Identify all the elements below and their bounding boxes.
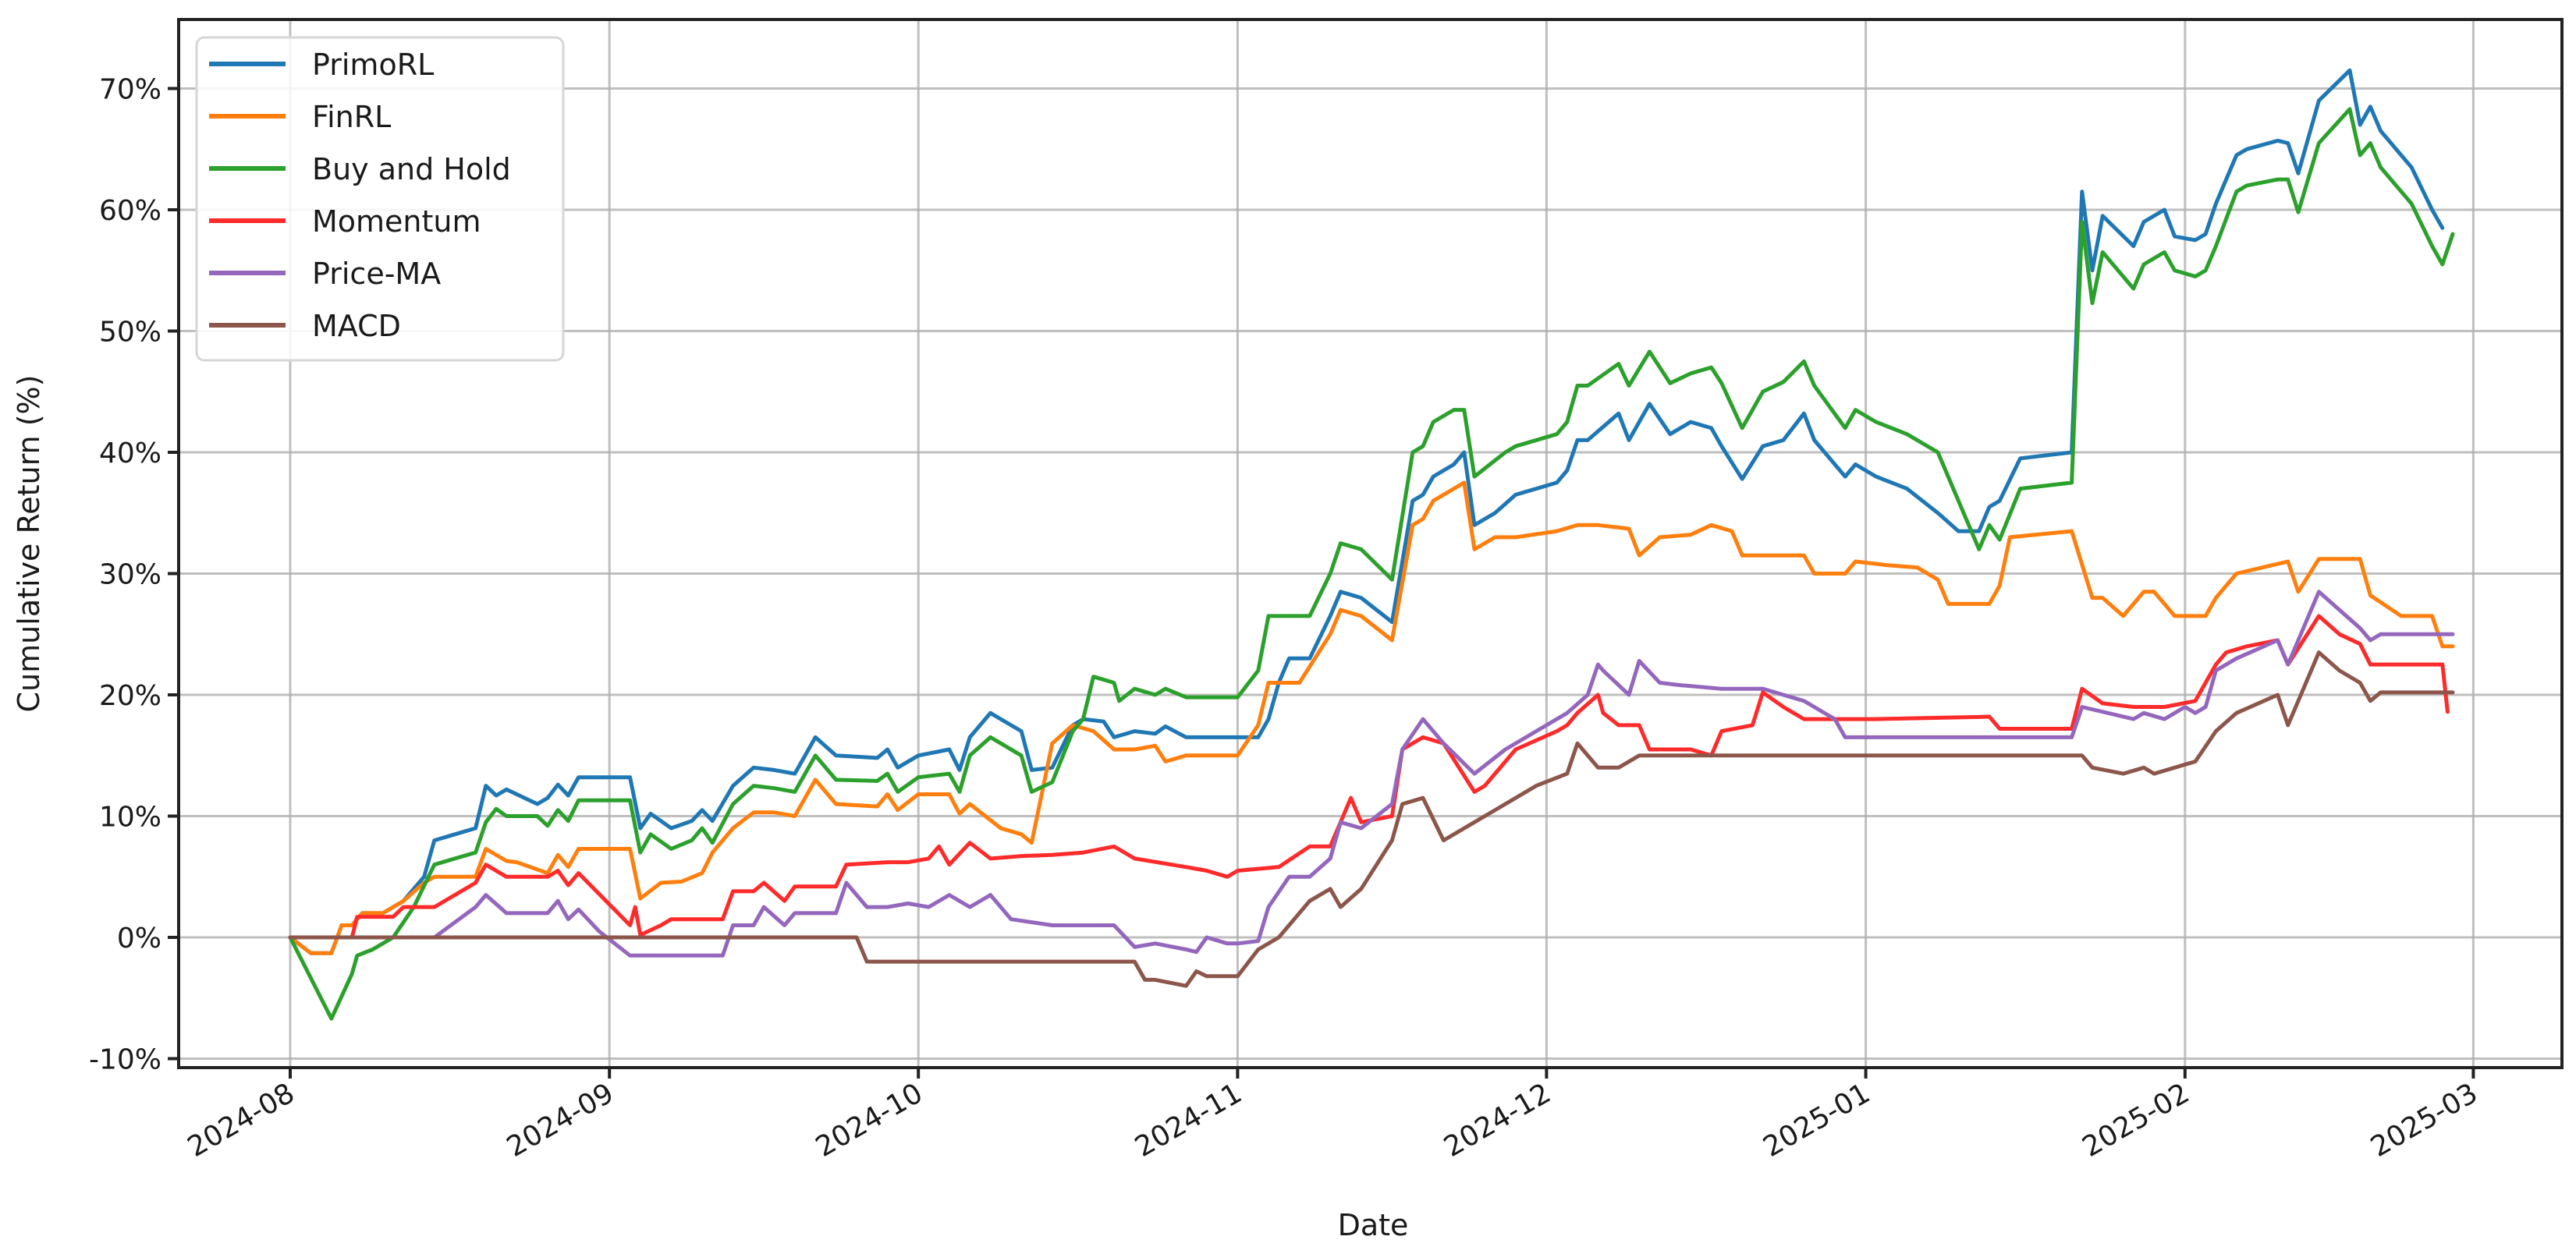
- series-line-macd: [288, 650, 2455, 988]
- series-line-primorl: [288, 68, 2445, 955]
- y-tick-label: 50%: [99, 317, 161, 349]
- plot-frame: [177, 18, 2564, 1069]
- series-lines: [288, 68, 2455, 1021]
- y-tick-label: -10%: [89, 1044, 161, 1076]
- series-line-momentum: [288, 614, 2450, 940]
- y-tick-label: 40%: [99, 437, 161, 469]
- legend-label: Buy and Hold: [312, 152, 511, 186]
- series-line-buy-and-hold: [288, 107, 2455, 1021]
- x-axis-label: Date: [1338, 1208, 1409, 1242]
- y-tick-label: 30%: [99, 559, 161, 591]
- legend-label: MACD: [312, 309, 401, 343]
- legend-label: FinRL: [312, 100, 391, 134]
- series-line-price-ma: [288, 590, 2455, 958]
- grid-lines: [179, 19, 2562, 1068]
- legend-box: [195, 36, 565, 362]
- series-line-finrl: [288, 480, 2455, 955]
- y-tick-label: 70%: [99, 74, 161, 106]
- legend-label: Momentum: [312, 204, 481, 239]
- y-tick-label: 0%: [117, 923, 161, 955]
- legend-label: Price-MA: [312, 257, 441, 291]
- legend-label: PrimoRL: [312, 48, 434, 82]
- y-axis-label: Cumulative Return (%): [12, 375, 46, 713]
- y-tick-label: 20%: [99, 680, 161, 712]
- y-axis: -10% 0% 10% 20% 30% 40% 50% 60% 70%: [89, 74, 179, 1076]
- legend: PrimoRL FinRL Buy and Hold Momentum Price-MA…: [195, 36, 565, 362]
- y-tick-label: 60%: [99, 195, 161, 227]
- y-tick-label: 10%: [99, 802, 161, 834]
